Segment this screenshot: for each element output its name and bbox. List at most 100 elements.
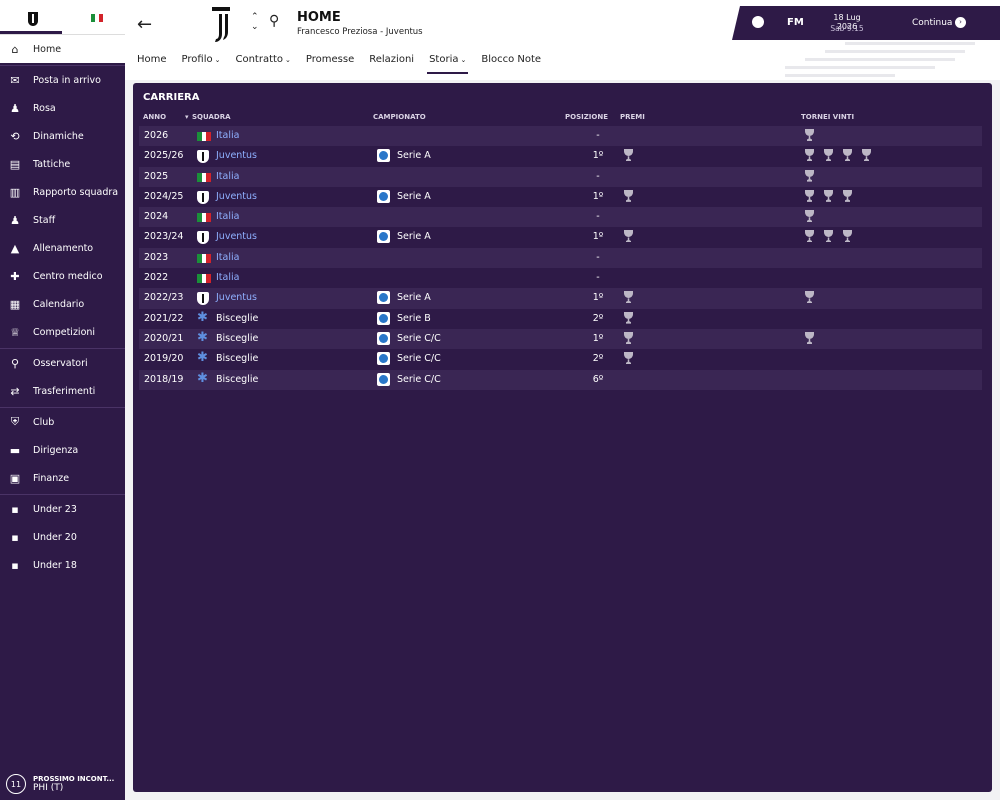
trophy-icon[interactable] bbox=[803, 128, 816, 142]
col-posizione[interactable]: POSIZIONE bbox=[565, 113, 608, 121]
cell-squadra-link[interactable]: Italia bbox=[216, 170, 240, 182]
prev-next-arrows-icon[interactable]: ⌃ ⌄ bbox=[251, 12, 259, 32]
trophy-icon[interactable] bbox=[841, 229, 854, 243]
search-icon[interactable]: ⚲ bbox=[269, 13, 280, 29]
football-icon[interactable] bbox=[752, 16, 764, 28]
trophy-icon[interactable] bbox=[803, 169, 816, 183]
sidebar-item-dirigenza[interactable]: ▬ Dirigenza bbox=[0, 436, 125, 464]
trophy-icon[interactable] bbox=[803, 148, 816, 162]
cell-squadra-link[interactable]: Juventus bbox=[216, 292, 258, 304]
cell-squadra-link[interactable]: Italia bbox=[216, 211, 240, 223]
cell-squadra-link[interactable]: Italia bbox=[216, 251, 240, 263]
cell-campionato[interactable]: Serie A bbox=[397, 190, 431, 202]
trophy-icon[interactable] bbox=[841, 148, 854, 162]
tab-contratto[interactable]: Contratto ⌄ bbox=[235, 54, 290, 74]
col-campionato[interactable]: CAMPIONATO bbox=[373, 113, 426, 121]
sidebar-item-allenamento[interactable]: ▲ Allenamento bbox=[0, 234, 125, 262]
sidebar-item-dinamiche[interactable]: ⟲ Dinamiche bbox=[0, 122, 125, 150]
sidebar-item-trasferimenti[interactable]: ⇄ Trasferimenti bbox=[0, 377, 125, 405]
sidebar-item-osservatori[interactable]: ⚲ Osservatori bbox=[0, 349, 125, 377]
trophy-icon[interactable] bbox=[622, 331, 635, 345]
sidebar-item-posta-in-arrivo[interactable]: ✉ Posta in arrivo bbox=[0, 66, 125, 94]
cell-campionato[interactable]: Serie C/C bbox=[397, 373, 441, 385]
chevron-down-icon[interactable]: ⌄ bbox=[460, 56, 467, 64]
trophy-icon[interactable] bbox=[822, 148, 835, 162]
table-row[interactable]: 2023/24 Juventus Serie A 1º bbox=[139, 227, 982, 247]
cell-campionato[interactable]: Serie B bbox=[397, 312, 431, 324]
tab-promesse[interactable]: Promesse bbox=[306, 54, 354, 74]
chevron-down-icon[interactable]: ⌄ bbox=[285, 56, 291, 64]
table-row[interactable]: 2019/20 Bisceglie Serie C/C 2º bbox=[139, 349, 982, 369]
col-anno[interactable]: ANNO bbox=[143, 113, 167, 121]
trophy-icon[interactable] bbox=[622, 351, 635, 365]
table-row[interactable]: 2023 Italia - bbox=[139, 247, 982, 269]
cell-campionato[interactable]: Serie C/C bbox=[397, 332, 441, 344]
cell-campionato[interactable]: Serie A bbox=[397, 292, 431, 304]
trophy-icon[interactable] bbox=[803, 209, 816, 223]
trophy-icon[interactable] bbox=[622, 189, 635, 203]
table-row[interactable]: 2022/23 Juventus Serie A 1º bbox=[139, 288, 982, 309]
col-squadra[interactable]: SQUADRA bbox=[192, 113, 231, 121]
cell-squadra-link[interactable]: Juventus bbox=[216, 150, 258, 162]
sidebar-item-tattiche[interactable]: ▤ Tattiche bbox=[0, 150, 125, 178]
trophy-icon[interactable] bbox=[860, 148, 873, 162]
tab-profilo[interactable]: Profilo ⌄ bbox=[182, 54, 221, 74]
continue-arrow-icon[interactable]: › bbox=[955, 17, 966, 28]
sidebar-item-calendario[interactable]: ▦ Calendario bbox=[0, 290, 125, 318]
trophy-icon[interactable] bbox=[622, 148, 635, 162]
cell-squadra-link[interactable]: Bisceglie bbox=[216, 353, 259, 365]
sidebar-item-home[interactable]: ⌂ Home bbox=[0, 35, 125, 63]
juventus-logo-icon[interactable] bbox=[27, 11, 39, 26]
chevron-down-icon[interactable]: ⌄ bbox=[214, 56, 221, 64]
table-row[interactable]: 2026 Italia - bbox=[139, 126, 982, 147]
trophy-icon[interactable] bbox=[822, 189, 835, 203]
table-row[interactable]: 2025/26 Juventus Serie A 1º bbox=[139, 146, 982, 166]
table-row[interactable]: 2022 Italia - bbox=[139, 268, 982, 288]
cell-campionato[interactable]: Serie C/C bbox=[397, 353, 441, 365]
cell-squadra-link[interactable]: Bisceglie bbox=[216, 312, 259, 324]
trophy-icon[interactable] bbox=[622, 229, 635, 243]
sidebar-item-under-23[interactable]: ▪ Under 23 bbox=[0, 495, 125, 523]
cell-squadra-link[interactable]: Bisceglie bbox=[216, 373, 259, 385]
trophy-icon[interactable] bbox=[803, 331, 816, 345]
col-premi[interactable]: PREMI bbox=[620, 113, 645, 121]
sidebar-item-competizioni[interactable]: ♕ Competizioni bbox=[0, 318, 125, 346]
trophy-icon[interactable] bbox=[841, 189, 854, 203]
cell-squadra-link[interactable]: Juventus bbox=[216, 190, 258, 202]
cell-campionato[interactable]: Serie A bbox=[397, 231, 431, 243]
tab-blocco-note[interactable]: Blocco Note bbox=[481, 54, 541, 74]
sidebar-item-under-18[interactable]: ▪ Under 18 bbox=[0, 551, 125, 579]
sidebar-item-rapporto-squadra[interactable]: ▥ Rapporto squadra bbox=[0, 178, 125, 206]
cell-squadra-link[interactable]: Italia bbox=[216, 130, 240, 141]
trophy-icon[interactable] bbox=[622, 311, 635, 325]
tab-home[interactable]: Home bbox=[137, 54, 167, 74]
sidebar-item-rosa[interactable]: ♟ Rosa bbox=[0, 94, 125, 122]
fm-logo[interactable]: FM bbox=[787, 17, 804, 28]
sidebar-item-staff[interactable]: ♟ Staff bbox=[0, 206, 125, 234]
table-row[interactable]: 2020/21 Bisceglie Serie C/C 1º bbox=[139, 328, 982, 350]
table-row[interactable]: 2018/19 Bisceglie Serie C/C 6º bbox=[139, 369, 982, 390]
trophy-icon[interactable] bbox=[622, 290, 635, 304]
tab-relazioni[interactable]: Relazioni bbox=[369, 54, 414, 74]
trophy-icon[interactable] bbox=[803, 189, 816, 203]
table-row[interactable]: 2024 Italia - bbox=[139, 207, 982, 228]
sort-arrow-icon[interactable]: ▾ bbox=[185, 113, 189, 121]
trophy-icon[interactable] bbox=[822, 229, 835, 243]
table-row[interactable]: 2025 Italia - bbox=[139, 166, 982, 187]
sidebar-item-under-20[interactable]: ▪ Under 20 bbox=[0, 523, 125, 551]
table-row[interactable]: 2024/25 Juventus Serie A 1º bbox=[139, 187, 982, 207]
trophy-icon[interactable] bbox=[803, 290, 816, 304]
cell-squadra-link[interactable]: Bisceglie bbox=[216, 332, 259, 344]
continue-button[interactable]: Continua bbox=[912, 18, 953, 28]
cell-squadra-link[interactable]: Juventus bbox=[216, 231, 258, 243]
next-match[interactable]: 11 PROSSIMO INCONT... PHI (T) bbox=[0, 768, 125, 800]
trophy-icon[interactable] bbox=[803, 229, 816, 243]
cell-campionato[interactable]: Serie A bbox=[397, 150, 431, 162]
sidebar-item-centro-medico[interactable]: ✚ Centro medico bbox=[0, 262, 125, 290]
table-row[interactable]: 2021/22 Bisceglie Serie B 2º bbox=[139, 309, 982, 329]
italy-flag-icon[interactable] bbox=[91, 14, 103, 22]
sidebar-item-finanze[interactable]: ▣ Finanze bbox=[0, 464, 125, 492]
back-arrow-icon[interactable]: ← bbox=[137, 14, 153, 35]
cell-squadra-link[interactable]: Italia bbox=[216, 272, 240, 284]
sidebar-item-club[interactable]: ⛨ Club bbox=[0, 408, 125, 436]
